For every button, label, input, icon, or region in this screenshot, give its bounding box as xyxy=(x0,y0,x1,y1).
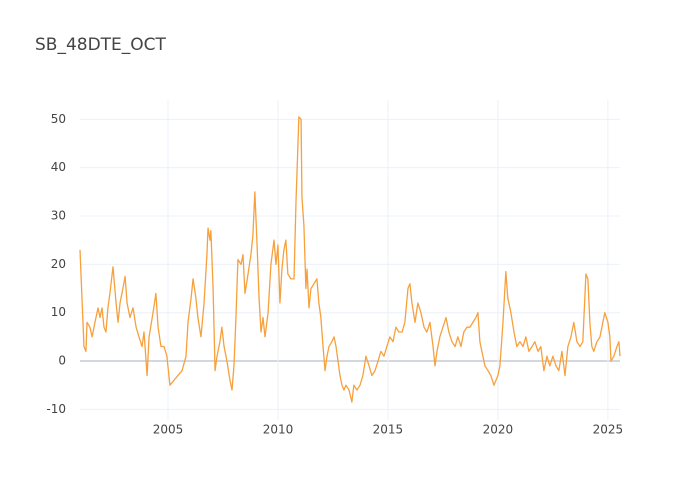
y-tick-label: 40 xyxy=(51,160,66,174)
x-tick-label: 2005 xyxy=(153,423,184,437)
x-tick-label: 2020 xyxy=(483,423,514,437)
y-tick-label: 0 xyxy=(58,354,66,368)
chart-title: SB_48DTE_OCT xyxy=(35,35,167,55)
x-tick-label: 2025 xyxy=(593,423,624,437)
y-tick-label: -10 xyxy=(46,402,66,416)
y-tick-label: 30 xyxy=(51,209,66,223)
y-tick-label: 10 xyxy=(51,305,66,319)
x-tick-label: 2010 xyxy=(263,423,294,437)
line xyxy=(79,116,621,403)
x-tick-label: 2015 xyxy=(373,423,404,437)
y-tick-label: 50 xyxy=(51,112,66,126)
y-tick-label: 20 xyxy=(51,257,66,271)
